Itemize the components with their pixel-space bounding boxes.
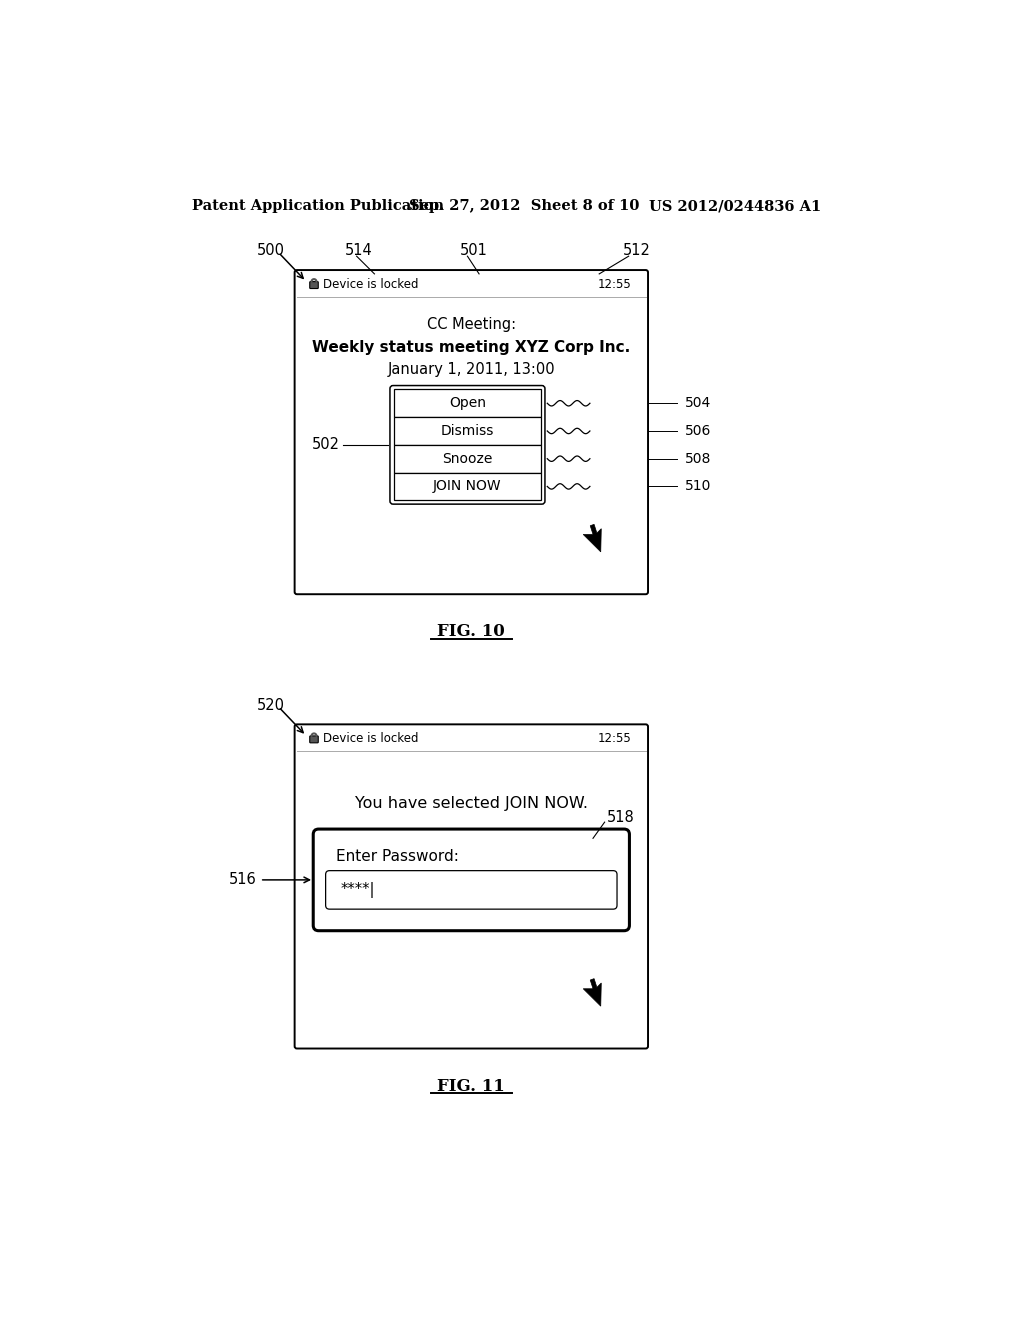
Text: Device is locked: Device is locked	[324, 733, 419, 746]
Text: US 2012/0244836 A1: US 2012/0244836 A1	[649, 199, 821, 213]
Text: Snooze: Snooze	[442, 451, 493, 466]
Text: 500: 500	[257, 243, 285, 259]
Text: 516: 516	[229, 873, 257, 887]
Text: FIG. 11: FIG. 11	[437, 1077, 505, 1094]
Text: 512: 512	[623, 243, 650, 259]
Text: JOIN NOW: JOIN NOW	[433, 479, 502, 494]
FancyBboxPatch shape	[394, 473, 541, 500]
Polygon shape	[584, 978, 601, 1006]
Text: 520: 520	[257, 697, 285, 713]
Text: Dismiss: Dismiss	[440, 424, 495, 438]
Text: FIG. 10: FIG. 10	[437, 623, 505, 640]
Polygon shape	[584, 524, 601, 552]
Text: Open: Open	[449, 396, 486, 411]
Text: 518: 518	[607, 810, 635, 825]
FancyBboxPatch shape	[394, 445, 541, 473]
Text: 501: 501	[460, 243, 487, 259]
FancyBboxPatch shape	[326, 871, 617, 909]
FancyBboxPatch shape	[309, 737, 318, 743]
Text: 504: 504	[684, 396, 711, 411]
FancyBboxPatch shape	[309, 281, 318, 289]
Text: Weekly status meeting XYZ Corp Inc.: Weekly status meeting XYZ Corp Inc.	[312, 341, 631, 355]
Text: CC Meeting:: CC Meeting:	[427, 317, 516, 333]
FancyBboxPatch shape	[313, 829, 630, 931]
FancyBboxPatch shape	[394, 417, 541, 445]
Text: 510: 510	[684, 479, 711, 494]
Text: Sep. 27, 2012  Sheet 8 of 10: Sep. 27, 2012 Sheet 8 of 10	[409, 199, 639, 213]
Text: 12:55: 12:55	[598, 279, 632, 292]
Text: 502: 502	[311, 437, 340, 453]
Text: 514: 514	[345, 243, 373, 259]
Text: January 1, 2011, 13:00: January 1, 2011, 13:00	[387, 362, 555, 378]
Text: Patent Application Publication: Patent Application Publication	[191, 199, 443, 213]
FancyBboxPatch shape	[295, 725, 648, 1048]
Text: Device is locked: Device is locked	[324, 279, 419, 292]
Text: ****|: ****|	[340, 882, 375, 898]
Text: Enter Password:: Enter Password:	[336, 849, 459, 863]
FancyBboxPatch shape	[295, 271, 648, 594]
FancyBboxPatch shape	[394, 389, 541, 417]
Text: You have selected JOIN NOW.: You have selected JOIN NOW.	[355, 796, 588, 812]
Text: 506: 506	[684, 424, 711, 438]
Text: 508: 508	[684, 451, 711, 466]
Text: 12:55: 12:55	[598, 733, 632, 746]
